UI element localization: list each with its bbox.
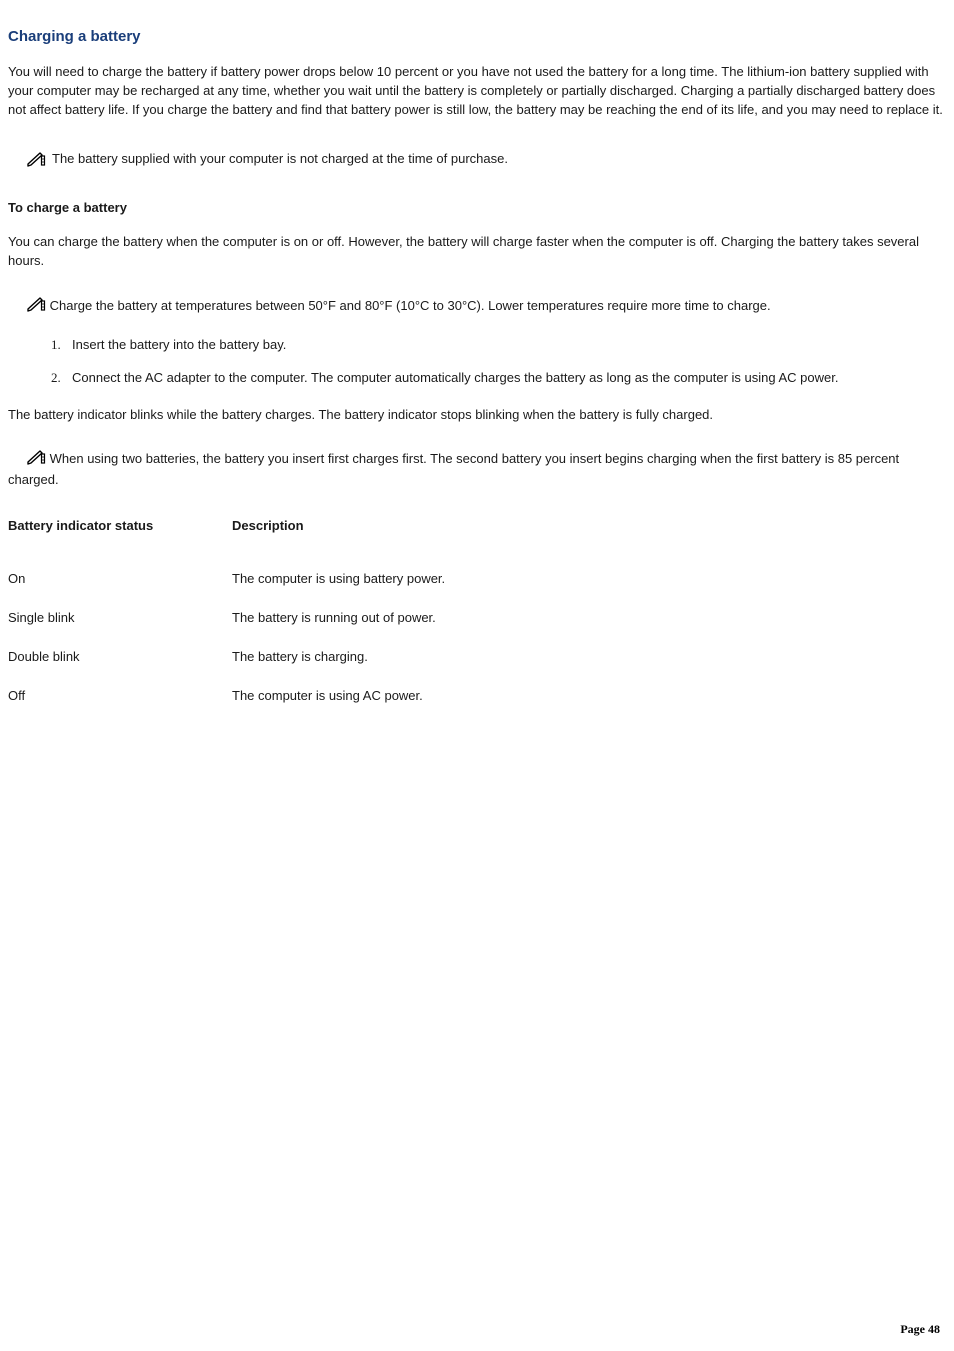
status-cell: On [8, 559, 232, 598]
page-number: Page 48 [900, 1322, 940, 1337]
table-header-status: Battery indicator status [8, 518, 232, 559]
note-2: Charge the battery at temperatures betwe… [8, 295, 946, 318]
page-title: Charging a battery [8, 28, 946, 45]
status-cell: Off [8, 676, 232, 715]
note-icon [26, 296, 46, 318]
paragraph-3: The battery indicator blinks while the b… [8, 406, 946, 425]
description-cell: The battery is running out of power. [232, 598, 457, 637]
subheading: To charge a battery [8, 200, 946, 215]
indicator-table: Battery indicator status Description On … [8, 518, 457, 715]
description-cell: The computer is using battery power. [232, 559, 457, 598]
intro-paragraph: You will need to charge the battery if b… [8, 63, 946, 120]
table-row: Single blink The battery is running out … [8, 598, 457, 637]
document-page: Charging a battery You will need to char… [0, 0, 954, 1351]
note-2-text: Charge the battery at temperatures betwe… [50, 298, 771, 313]
description-cell: The computer is using AC power. [232, 676, 457, 715]
step-1: Insert the battery into the battery bay. [64, 336, 946, 355]
table-row: On The computer is using battery power. [8, 559, 457, 598]
table-header-description: Description [232, 518, 457, 559]
paragraph-2: You can charge the battery when the comp… [8, 233, 946, 271]
description-cell: The battery is charging. [232, 637, 457, 676]
step-2: Connect the AC adapter to the computer. … [64, 369, 946, 388]
note-icon [26, 151, 46, 172]
note-1-text: The battery supplied with your computer … [52, 150, 508, 169]
note-icon [26, 449, 46, 471]
table-row: Double blink The battery is charging. [8, 637, 457, 676]
status-cell: Double blink [8, 637, 232, 676]
note-3-text: When using two batteries, the battery yo… [8, 451, 899, 487]
note-1: The battery supplied with your computer … [8, 150, 946, 173]
steps-list: Insert the battery into the battery bay.… [8, 336, 946, 388]
note-3: When using two batteries, the battery yo… [8, 448, 946, 490]
status-cell: Single blink [8, 598, 232, 637]
table-row: Off The computer is using AC power. [8, 676, 457, 715]
